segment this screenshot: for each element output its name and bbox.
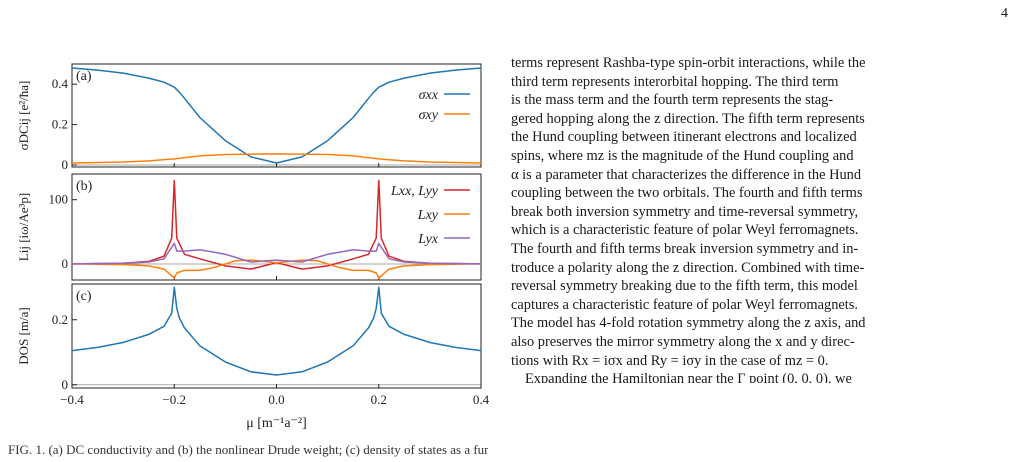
body-line: reversal symmetry breaking due to the fi…	[511, 278, 858, 295]
x-tick-label: −0.2	[162, 392, 186, 407]
body-line: is the mass term and the fourth term rep…	[511, 92, 834, 109]
y-tick-label: 0.2	[52, 117, 68, 132]
body-line: break both inversion symmetry and time-r…	[511, 203, 859, 220]
y-tick-label: 0	[62, 157, 69, 172]
body-line: gered hopping along the z direction. The…	[511, 110, 865, 127]
x-axis-label: μ [m⁻¹a⁻²]	[246, 416, 307, 431]
y-tick-label: 0	[62, 256, 69, 271]
y-tick-label: 0.2	[52, 312, 68, 327]
panel-label: (b)	[76, 179, 93, 194]
legend-label: σxy	[419, 108, 439, 123]
legend-label: σxx	[419, 88, 439, 103]
series-line-dos	[71, 286, 482, 376]
body-line: also preserves the mirror symmetry along…	[511, 333, 855, 350]
y-tick-label: 0.4	[52, 76, 69, 91]
figure-plot: 0 0.2 0.4 σxx σxy (a) σDCij [e²/ħa] 0 100 Lxx, Ly…	[16, 63, 490, 431]
x-tick-label: 0.2	[371, 392, 387, 407]
body-line: The model has 4-fold rotation symmetry a…	[511, 315, 866, 332]
x-tick-label: 0.0	[268, 392, 284, 407]
y-tick-label: 0	[62, 377, 69, 392]
y-tick-label: 100	[49, 192, 69, 207]
body-line: captures a characteristic feature of pol…	[511, 296, 858, 313]
y-axis-label: DOS [m/a]	[16, 307, 31, 364]
figure-caption-fragment: FIG. 1. (a) DC conductivity and (b) the …	[8, 442, 488, 457]
legend-label: Lyx	[417, 232, 439, 247]
body-line: terms represent Rashba-type spin-orbit i…	[511, 55, 866, 71]
legend-label: Lxx, Lyy	[390, 184, 439, 199]
body-line: which is a characteristic feature of pol…	[511, 222, 859, 239]
y-axis-label: Lij [iω/Ae³p]	[16, 193, 31, 261]
body-text: terms represent Rashba-type spin-orbit i…	[511, 54, 1015, 383]
body-line: the Hund coupling between itinerant elec…	[511, 129, 857, 146]
legend-label: Lxy	[417, 208, 439, 223]
panel-label: (c)	[76, 289, 92, 304]
x-tick-label: −0.4	[60, 392, 84, 407]
panel-label: (a)	[76, 69, 92, 84]
body-line: troduce a polarity along the z direction…	[511, 259, 865, 276]
body-line: α is a parameter that characterizes the …	[511, 166, 862, 183]
series-line-xy	[71, 153, 482, 164]
series-line-lyx	[71, 242, 482, 265]
series-line-xx	[71, 67, 482, 164]
figure: 0 0.2 0.4 σxx σxy (a) σDCij [e²/ħa] 0 100 Lxx, Ly…	[0, 0, 500, 462]
panel-frame	[71, 283, 482, 389]
body-line: tions with Rx = iσx and Ry = iσy in the …	[511, 352, 829, 369]
body-line: The fourth and fifth terms break inversi…	[511, 240, 859, 257]
page-number: 4	[1001, 6, 1008, 21]
series-line-lxy	[71, 259, 482, 279]
body-line: spins, where mz is the magnitude of the …	[511, 147, 854, 164]
body-line: third term represents interorbital hoppi…	[511, 73, 839, 90]
x-tick-label: 0.4	[473, 392, 490, 407]
body-line-next-paragraph: Expanding the Hamiltonian near the Γ poi…	[525, 371, 852, 384]
y-axis-label: σDCij [e²/ħa]	[16, 81, 31, 151]
body-line: coupling between the two orbitals. The f…	[511, 185, 863, 202]
